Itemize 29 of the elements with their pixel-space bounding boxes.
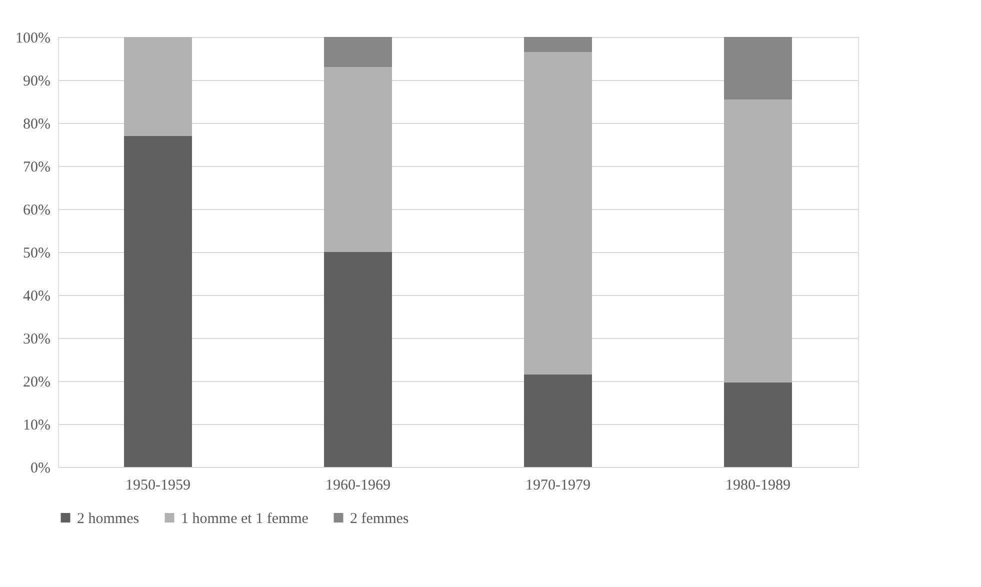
y-tick-label: 10% [23,418,50,434]
bar [524,37,592,52]
y-tick-label: 50% [23,246,50,262]
bar [524,374,592,467]
bar [124,37,192,136]
y-tick-label: 60% [23,202,50,218]
bar [324,252,392,467]
bar [124,136,192,467]
y-tick-label: 90% [23,74,50,90]
y-tick-label: 80% [23,116,50,132]
x-tick-label: 1970-1979 [526,478,590,494]
bar [724,37,792,100]
bar [724,100,792,382]
bar [724,382,792,467]
y-tick-label: 40% [23,288,50,304]
bar [524,52,592,375]
y-tick-label: 0% [30,460,50,476]
y-tick-label: 20% [23,374,50,390]
legend-label: 2 hommes [77,510,140,527]
legend-label: 1 homme et 1 femme [181,510,309,527]
bar [324,37,392,68]
x-tick-label: 1960-1969 [326,478,390,494]
legend-label: 2 femmes [350,510,409,527]
y-tick-label: 100% [16,30,50,46]
bar [324,67,392,252]
x-tick-label: 1950-1959 [126,478,190,494]
x-tick-label: 1980-1989 [726,478,790,494]
y-tick-label: 30% [23,332,50,348]
y-tick-label: 70% [23,160,50,176]
